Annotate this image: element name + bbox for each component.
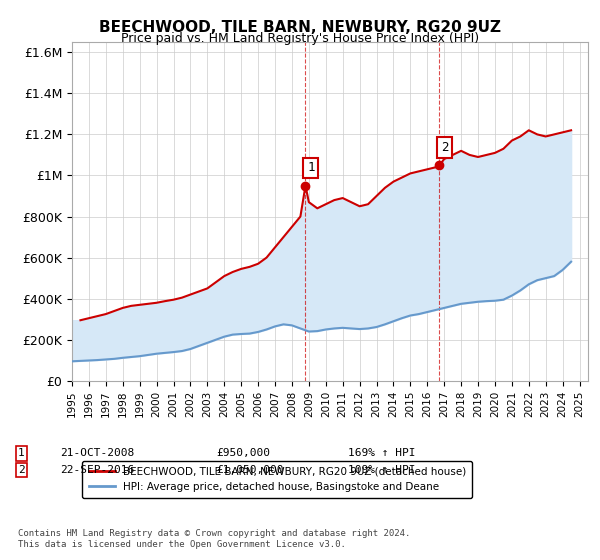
Text: £1,050,000: £1,050,000	[216, 465, 284, 475]
Text: BEECHWOOD, TILE BARN, NEWBURY, RG20 9UZ: BEECHWOOD, TILE BARN, NEWBURY, RG20 9UZ	[99, 20, 501, 35]
Text: 2: 2	[441, 141, 449, 154]
Text: 21-OCT-2008: 21-OCT-2008	[60, 449, 134, 459]
Text: 2: 2	[18, 465, 25, 475]
Legend: BEECHWOOD, TILE BARN, NEWBURY, RG20 9UZ (detached house), HPI: Average price, de: BEECHWOOD, TILE BARN, NEWBURY, RG20 9UZ …	[82, 460, 472, 498]
Text: 1: 1	[307, 161, 314, 174]
Text: 109% ↑ HPI: 109% ↑ HPI	[348, 465, 415, 475]
Text: 169% ↑ HPI: 169% ↑ HPI	[348, 449, 415, 459]
Text: Contains HM Land Registry data © Crown copyright and database right 2024.
This d: Contains HM Land Registry data © Crown c…	[18, 529, 410, 549]
Text: Price paid vs. HM Land Registry's House Price Index (HPI): Price paid vs. HM Land Registry's House …	[121, 32, 479, 45]
Text: 22-SEP-2016: 22-SEP-2016	[60, 465, 134, 475]
Text: 1: 1	[18, 449, 25, 459]
Text: £950,000: £950,000	[216, 449, 270, 459]
